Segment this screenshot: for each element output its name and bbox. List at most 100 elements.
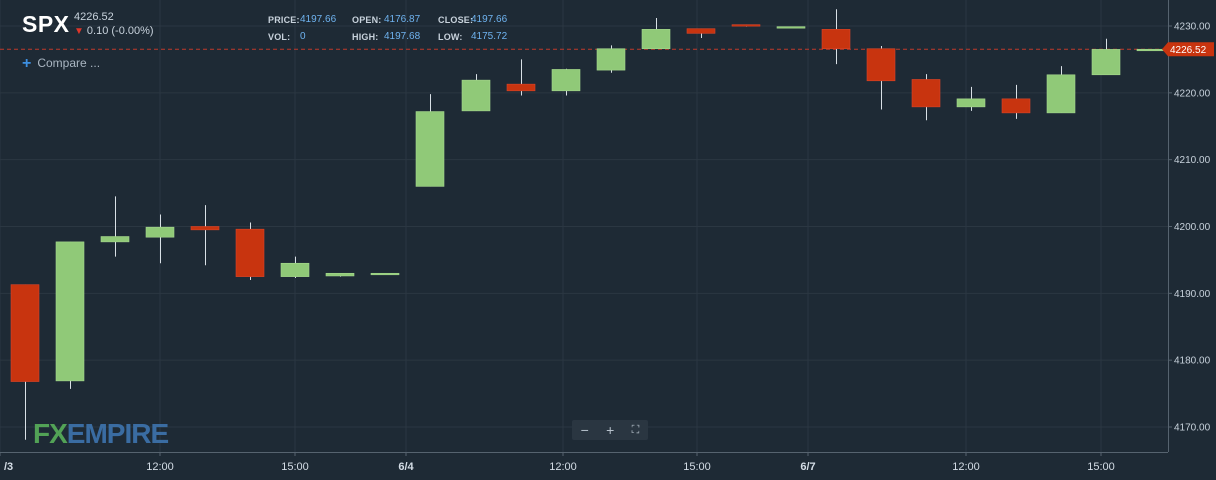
y-tick-label: 4170.00 <box>1174 423 1211 434</box>
candle <box>686 28 716 39</box>
candle <box>1136 48 1166 52</box>
open-label: OPEN: <box>352 15 382 25</box>
x-tick-label: 12:00 <box>952 461 980 473</box>
candle-body-down <box>190 226 220 231</box>
candle <box>145 214 175 264</box>
candle <box>1001 84 1031 119</box>
minus-icon[interactable]: − <box>580 422 589 438</box>
x-tick-label: 6/7 <box>800 461 815 473</box>
down-arrow-icon: ▼ <box>74 26 84 37</box>
candle-body-up <box>596 48 626 71</box>
candle <box>1091 38 1121 76</box>
candle <box>731 24 761 27</box>
candle <box>370 272 400 276</box>
candle-body-down <box>10 284 40 382</box>
candle <box>1046 66 1076 114</box>
x-axis: /3 12:00 15:00 6/4 12:00 15:00 6/7 12:00 15:00 <box>0 452 1168 473</box>
candle-body-up <box>956 98 986 108</box>
candle <box>100 196 130 257</box>
candle <box>55 241 85 389</box>
y-tick-label: 4230.00 <box>1174 22 1211 33</box>
x-tick-label: 6/4 <box>398 461 414 473</box>
candle-body-down <box>1001 98 1031 114</box>
candle-body-down <box>686 28 716 34</box>
candle-body-up <box>145 226 175 238</box>
price-label: PRICE: <box>268 15 300 25</box>
low-label: LOW: <box>438 32 463 42</box>
candle <box>956 86 986 111</box>
candle-body-up <box>415 111 445 187</box>
last-price: 4226.52 <box>74 11 114 23</box>
candle <box>596 45 626 73</box>
candle-body-up <box>461 79 491 112</box>
candle <box>911 74 941 121</box>
compare-label: Compare ... <box>37 56 101 70</box>
price-change: ▼ 0.10 (-0.00%) <box>74 25 154 37</box>
candle-body-down <box>235 228 265 277</box>
candle-body-up <box>325 272 355 277</box>
y-axis: 4170.00 4180.00 4190.00 4200.00 4210.00 4220.… <box>1162 0 1214 452</box>
candle <box>190 205 220 266</box>
x-tick-label: 15:00 <box>683 461 711 473</box>
candle <box>280 256 310 278</box>
candle <box>415 94 445 187</box>
candle-body-down <box>821 29 851 50</box>
vol-value: 0 <box>300 31 306 42</box>
compare-button[interactable]: + Compare ... <box>22 55 100 73</box>
candle-body-up <box>776 26 806 29</box>
symbol-title: SPX <box>22 11 70 37</box>
x-tick-label: 12:00 <box>549 461 577 473</box>
x-tick-label: /3 <box>4 461 13 473</box>
current-price-tag-label: 4226.52 <box>1170 45 1207 56</box>
candle <box>235 222 265 280</box>
close-label: CLOSE: <box>438 15 474 25</box>
x-tick-label: 15:00 <box>1087 461 1115 473</box>
candle <box>325 272 355 277</box>
high-value: 4197.68 <box>384 31 421 42</box>
fxempire-logo: FXEMPIRE <box>33 418 169 449</box>
y-tick-label: 4200.00 <box>1174 222 1211 233</box>
candle-body-up <box>100 236 130 243</box>
candle-body-up <box>370 272 400 276</box>
candle <box>10 284 40 440</box>
plus-icon[interactable]: + <box>606 422 615 438</box>
candle-body-down <box>731 24 761 27</box>
grid-layer <box>0 0 1168 452</box>
candle <box>866 46 896 110</box>
candle-body-down <box>911 79 941 108</box>
high-label: HIGH: <box>352 32 379 42</box>
current-price-tag <box>1162 42 1214 57</box>
fullscreen-icon[interactable]: ⛶ <box>631 424 640 436</box>
plus-icon: + <box>22 55 32 72</box>
candle <box>776 26 806 29</box>
vol-label: VOL: <box>268 32 291 42</box>
close-value: 4197.66 <box>471 14 508 25</box>
candles-layer <box>10 9 1166 440</box>
candle-body-up <box>1136 48 1166 52</box>
candle-body-up <box>1046 74 1076 114</box>
candle-body-up <box>55 241 85 382</box>
candle <box>461 74 491 112</box>
candle <box>506 59 536 96</box>
y-tick-label: 4180.00 <box>1174 356 1211 367</box>
candle-body-down <box>866 48 896 82</box>
x-tick-label: 12:00 <box>146 461 174 473</box>
price-value: 4197.66 <box>300 14 337 25</box>
zoom-controls: − + ⛶ <box>572 420 648 440</box>
y-tick-label: 4220.00 <box>1174 88 1211 99</box>
y-tick-label: 4190.00 <box>1174 289 1211 300</box>
price-change-value: 0.10 (-0.00%) <box>86 25 154 37</box>
candle <box>551 68 581 96</box>
candle <box>821 9 851 65</box>
open-value: 4176.87 <box>384 14 421 25</box>
candle-body-up <box>1091 49 1121 76</box>
candle <box>641 17 671 50</box>
y-tick-label: 4210.00 <box>1174 155 1211 166</box>
x-tick-label: 15:00 <box>281 461 309 473</box>
candle-body-up <box>280 262 310 277</box>
candle-body-up <box>551 69 581 92</box>
candle-body-up <box>641 29 671 50</box>
candle-body-down <box>506 83 536 92</box>
low-value: 4175.72 <box>471 31 508 42</box>
